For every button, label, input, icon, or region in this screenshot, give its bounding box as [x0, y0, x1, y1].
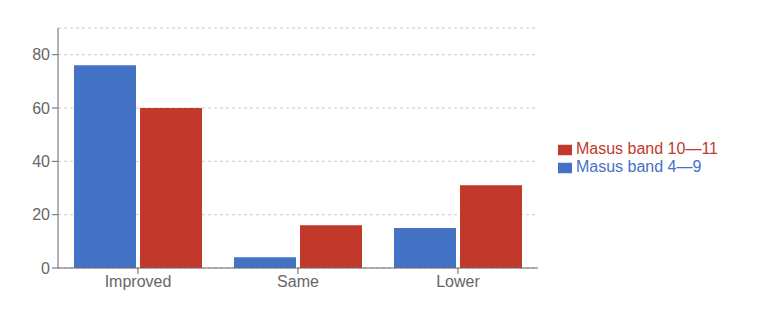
svg-text:Lower: Lower	[436, 273, 480, 290]
svg-text:40: 40	[32, 153, 50, 170]
html-text:Masus band 10—11: Masus band 10—11	[576, 140, 718, 157]
html-text:Masus band 4—9: Masus band 4—9	[576, 158, 702, 175]
svg-text:20: 20	[32, 206, 50, 223]
svg-text:80: 80	[32, 46, 50, 63]
svg-text:60: 60	[32, 100, 50, 117]
svg-text:Improved: Improved	[105, 273, 172, 290]
svg-text:Same: Same	[277, 273, 319, 290]
svg-text:0: 0	[41, 260, 50, 277]
